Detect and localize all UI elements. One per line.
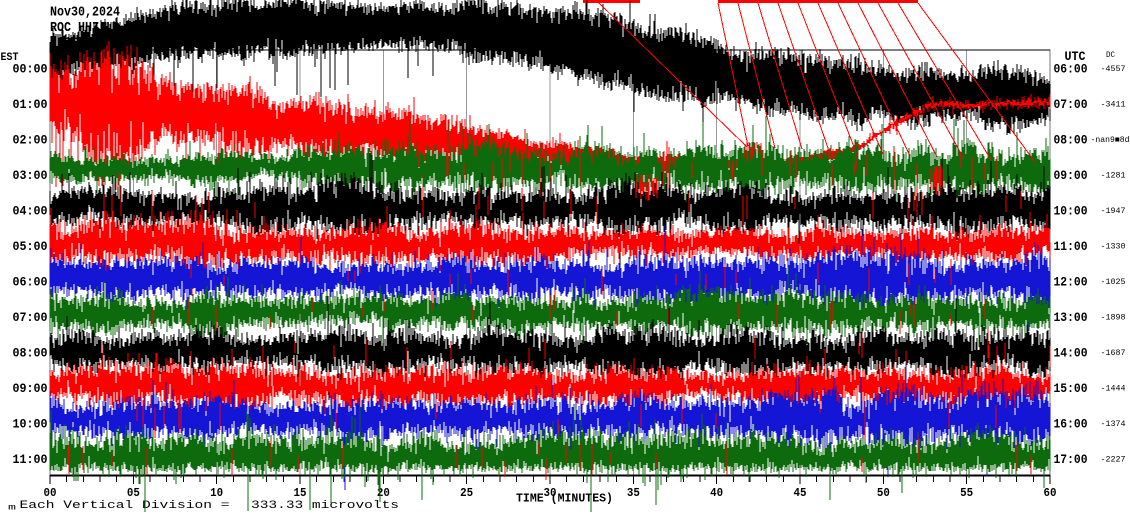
svg-text:07:00: 07:00	[13, 311, 48, 325]
svg-text:13:00: 13:00	[1054, 311, 1088, 325]
svg-text:-1281: -1281	[1101, 172, 1126, 181]
svg-text:Nov30,2024: Nov30,2024	[50, 5, 120, 20]
svg-text:10:00: 10:00	[1054, 204, 1088, 218]
svg-text:-1025: -1025	[1101, 278, 1126, 287]
svg-text:EST: EST	[1, 52, 19, 64]
svg-text:06:00: 06:00	[13, 275, 48, 289]
svg-text:15:00: 15:00	[1054, 382, 1088, 396]
svg-text:55: 55	[960, 486, 973, 500]
svg-text:-1898: -1898	[1101, 314, 1126, 323]
svg-text:14:00: 14:00	[1054, 346, 1088, 360]
svg-text:25: 25	[460, 486, 473, 500]
svg-text:30: 30	[543, 486, 556, 500]
svg-text:-1947: -1947	[1101, 207, 1126, 216]
svg-text:-3411: -3411	[1101, 101, 1126, 110]
svg-text:-4557: -4557	[1101, 65, 1126, 74]
svg-text:-1330: -1330	[1101, 243, 1126, 252]
svg-text:10:00: 10:00	[13, 417, 48, 431]
svg-text:03:00: 03:00	[13, 169, 48, 183]
svg-text:-1374: -1374	[1101, 420, 1126, 429]
svg-text:45: 45	[793, 486, 806, 500]
svg-text:05:00: 05:00	[13, 240, 48, 254]
svg-text:16:00: 16:00	[1054, 417, 1088, 431]
svg-text:07:00: 07:00	[1054, 98, 1088, 112]
svg-text:m: m	[8, 504, 16, 513]
svg-text:11:00: 11:00	[13, 453, 48, 467]
svg-text:-2227: -2227	[1101, 456, 1126, 465]
svg-text:333.33 microvolts: 333.33 microvolts	[251, 500, 399, 512]
svg-text:17:00: 17:00	[1054, 453, 1088, 467]
svg-text:-1687: -1687	[1101, 349, 1126, 358]
svg-text:10: 10	[210, 486, 223, 500]
svg-text:01:00: 01:00	[13, 98, 48, 112]
svg-text:11:00: 11:00	[1054, 240, 1088, 254]
svg-text:60: 60	[1043, 486, 1056, 500]
svg-text:08:00: 08:00	[1054, 133, 1088, 147]
svg-text:15: 15	[293, 486, 306, 500]
svg-text:UTC: UTC	[1065, 50, 1086, 64]
svg-text:00:00: 00:00	[13, 62, 48, 76]
svg-text:50: 50	[877, 486, 890, 500]
svg-text:04:00: 04:00	[13, 204, 48, 218]
svg-text:-nan9■8d: -nan9■8d	[1091, 135, 1130, 145]
svg-text:DC: DC	[1106, 51, 1115, 60]
svg-text:02:00: 02:00	[13, 133, 48, 147]
svg-text:Each Vertical Division =: Each Vertical Division =	[20, 500, 230, 512]
svg-text:09:00: 09:00	[1054, 169, 1088, 183]
svg-text:05: 05	[127, 486, 140, 500]
svg-text:40: 40	[710, 486, 723, 500]
svg-text:35: 35	[627, 486, 640, 500]
svg-text:09:00: 09:00	[13, 382, 48, 396]
svg-text:00: 00	[44, 486, 57, 500]
svg-text:12:00: 12:00	[1054, 275, 1088, 289]
svg-text:-1444: -1444	[1101, 385, 1126, 394]
svg-text:TIME (MINUTES): TIME (MINUTES)	[516, 492, 613, 506]
svg-text:06:00: 06:00	[1054, 62, 1088, 76]
svg-text:08:00: 08:00	[13, 346, 48, 360]
